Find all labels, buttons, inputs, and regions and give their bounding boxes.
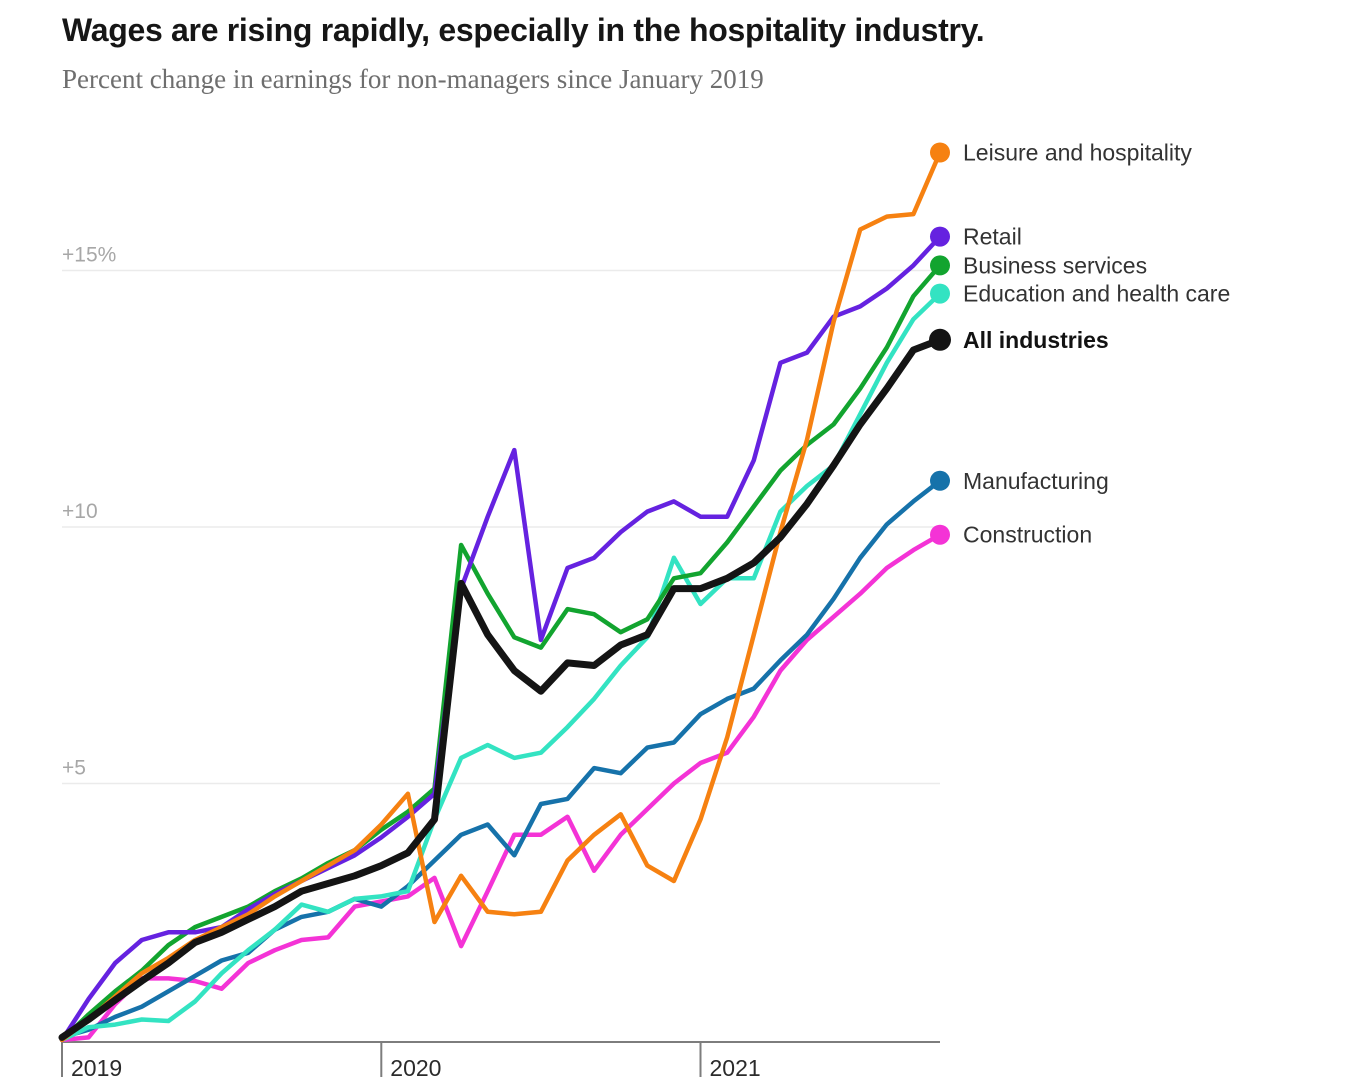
series-endpoint-dot-manufacturing <box>930 470 950 491</box>
series-line-leisure-hospitality <box>59 150 943 1043</box>
series-legend-label-leisure-hospitality: Leisure and hospitality <box>963 140 1192 166</box>
y-axis-label-15: +15% <box>62 244 116 267</box>
series-legend-label-construction: Construction <box>963 522 1092 548</box>
series-line-business-services <box>59 263 943 1043</box>
page-subtitle: Percent change in earnings for non-manag… <box>62 64 764 94</box>
x-axis-label-2020: 2020 <box>390 1055 441 1081</box>
series-legend-label-manufacturing: Manufacturing <box>963 468 1109 494</box>
series-line-retail <box>59 234 943 1043</box>
series-line-manufacturing <box>59 478 943 1040</box>
series-legend-label-education-health: Education and health care <box>963 281 1230 307</box>
series-legend-label-all-industries: All industries <box>963 327 1109 353</box>
series-legend-label-business-services: Business services <box>963 252 1147 278</box>
series-endpoint-dot-construction <box>930 524 950 545</box>
x-axis-label-2021: 2021 <box>710 1055 761 1081</box>
x-axis-label-2019: 2019 <box>71 1055 122 1081</box>
series-endpoint-dot-retail <box>930 226 950 247</box>
series-legend-label-retail: Retail <box>963 224 1022 250</box>
page-title: Wages are rising rapidly, especially in … <box>62 12 985 48</box>
y-axis-label-5: +5 <box>62 757 86 780</box>
series-endpoint-dot-education-health <box>930 283 950 304</box>
series-endpoint-dot-business-services <box>930 255 950 276</box>
series-endpoint-dot-all-industries <box>929 328 951 351</box>
series-line-construction <box>59 532 943 1043</box>
series-line-education-health <box>59 291 943 1043</box>
series-endpoint-dot-leisure-hospitality <box>930 142 950 163</box>
series-line-all-industries <box>58 336 944 1041</box>
y-axis-label-10: +10 <box>62 500 98 523</box>
